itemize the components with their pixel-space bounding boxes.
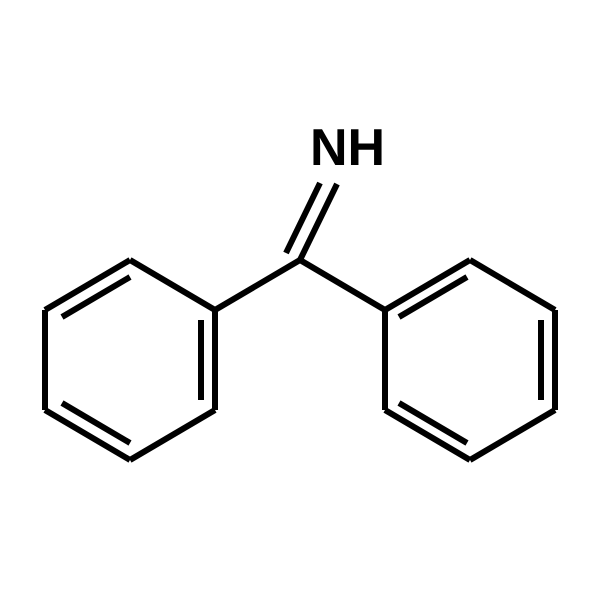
molecule-diagram: NH [0,0,600,600]
bond-l-6-1 [130,260,215,310]
bond-r-2-3 [470,260,555,310]
bond-c-r2 [300,260,385,310]
bond-c-n-inner [286,183,320,253]
bond-c-n-outer [300,184,337,260]
bonds-group [45,183,555,460]
bond-l-2-3 [130,410,215,460]
bond-r-4-5 [470,410,555,460]
bond-c-r1 [215,260,300,310]
nh-atom-label: NH [310,119,385,177]
